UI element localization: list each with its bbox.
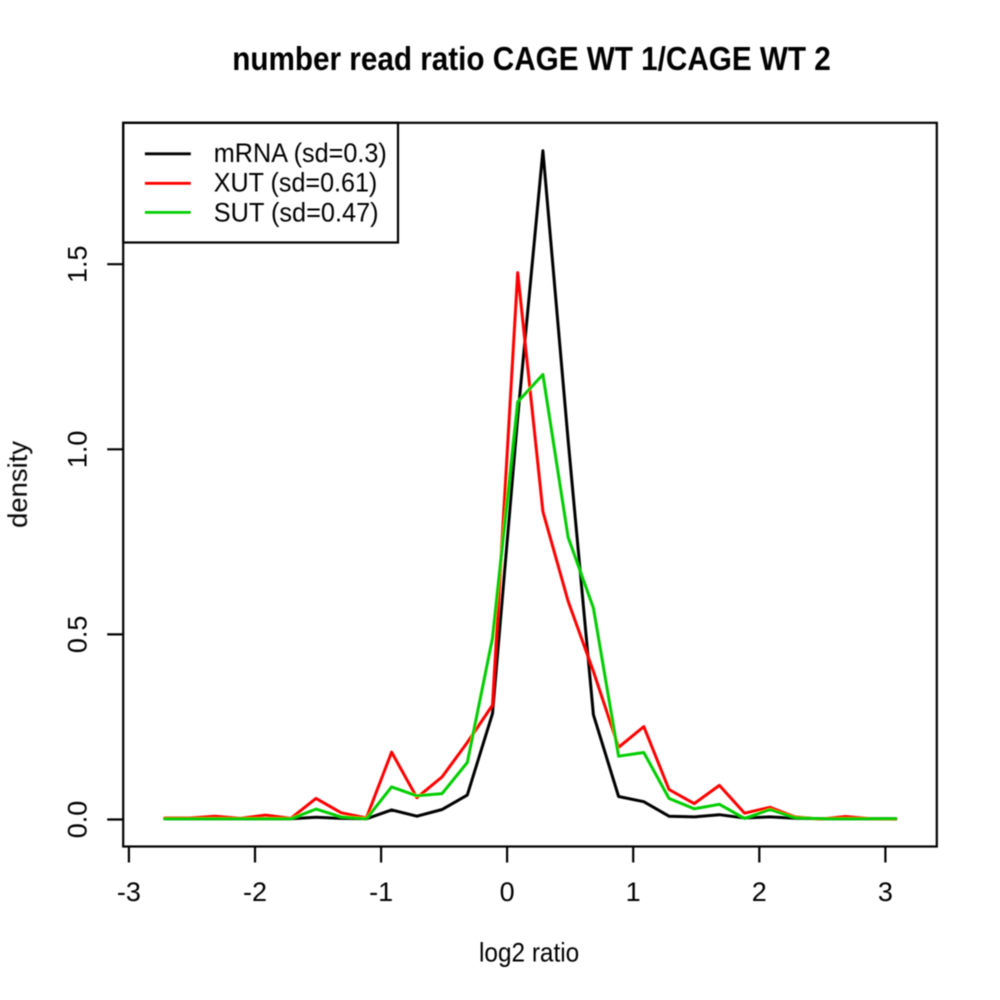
svg-text:mRNA (sd=0.3): mRNA (sd=0.3)	[214, 138, 387, 168]
svg-text:-2: -2	[243, 877, 267, 907]
svg-text:-3: -3	[117, 877, 141, 907]
svg-text:density: density	[3, 441, 33, 528]
svg-text:3: 3	[878, 877, 893, 907]
svg-text:XUT (sd=0.61): XUT (sd=0.61)	[214, 168, 377, 198]
svg-text:0.5: 0.5	[63, 616, 93, 654]
svg-text:-1: -1	[369, 877, 393, 907]
svg-text:SUT (sd=0.47): SUT (sd=0.47)	[214, 197, 379, 227]
svg-text:1.0: 1.0	[63, 431, 93, 469]
svg-text:1: 1	[626, 877, 641, 907]
svg-text:1.5: 1.5	[63, 245, 93, 283]
svg-text:0.0: 0.0	[63, 801, 93, 839]
svg-text:2: 2	[752, 877, 767, 907]
svg-text:log2 ratio: log2 ratio	[479, 937, 579, 967]
svg-text:number read ratio CAGE WT 1/CA: number read ratio CAGE WT 1/CAGE WT 2	[232, 40, 831, 77]
svg-text:0: 0	[500, 877, 515, 907]
